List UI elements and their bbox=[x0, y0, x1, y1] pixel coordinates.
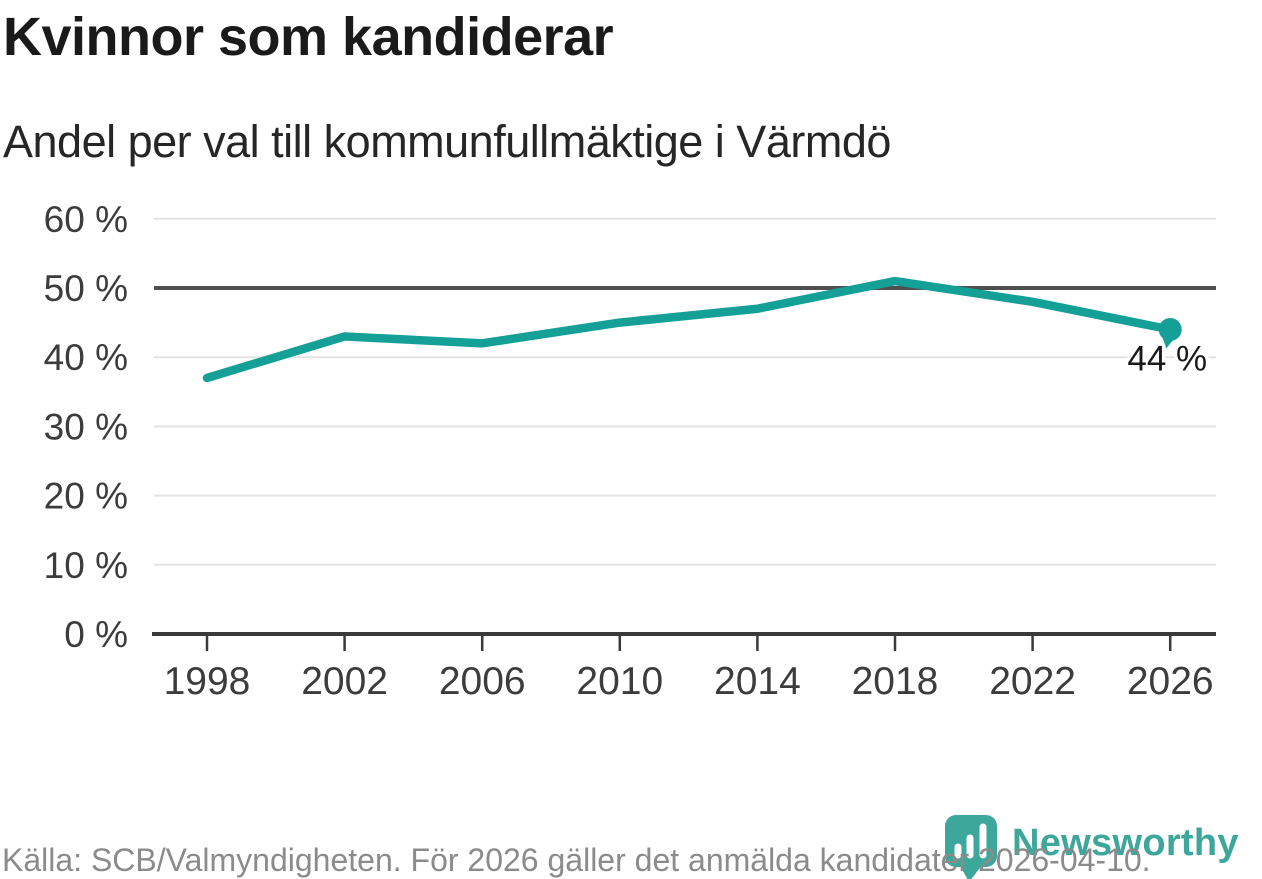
chart-subtitle: Andel per val till kommunfullmäktige i V… bbox=[3, 116, 891, 167]
y-tick-label: 40 % bbox=[44, 337, 128, 378]
chart-title: Kvinnor som kandiderar bbox=[3, 7, 614, 67]
x-tick-label: 2022 bbox=[989, 660, 1076, 703]
y-tick-label: 0 % bbox=[64, 614, 128, 655]
x-tick-label: 2018 bbox=[852, 660, 939, 703]
newsworthy-logo: Newsworthy bbox=[940, 810, 1262, 879]
x-tick-label: 2014 bbox=[714, 660, 801, 703]
y-tick-label: 30 % bbox=[44, 406, 128, 447]
newsworthy-logo-icon bbox=[945, 815, 997, 879]
x-tick-label: 1998 bbox=[164, 660, 251, 703]
end-point-dot bbox=[1158, 318, 1182, 342]
newsworthy-logo-text: Newsworthy bbox=[1012, 822, 1239, 864]
data-line bbox=[202, 276, 1175, 383]
x-tick-label: 2010 bbox=[576, 660, 663, 703]
y-tick-label: 60 % bbox=[44, 199, 128, 240]
x-tick-label: 2006 bbox=[439, 660, 526, 703]
end-value-label: 44 % bbox=[1127, 340, 1207, 379]
y-tick-label: 20 % bbox=[44, 476, 128, 517]
source-note: Källa: SCB/Valmyndigheten. För 2026 gäll… bbox=[2, 842, 1151, 878]
x-tick-label: 2002 bbox=[301, 660, 388, 703]
y-tick-label: 10 % bbox=[44, 545, 128, 586]
y-tick-label: 50 % bbox=[44, 268, 128, 309]
x-tick-label: 2026 bbox=[1127, 660, 1214, 703]
